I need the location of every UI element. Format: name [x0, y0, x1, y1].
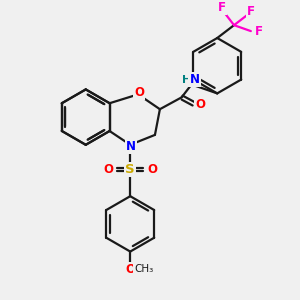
- Text: N: N: [126, 140, 136, 153]
- Text: O: O: [103, 163, 113, 176]
- Text: CH₃: CH₃: [134, 264, 154, 274]
- Text: F: F: [255, 25, 263, 38]
- Text: H: H: [182, 74, 191, 85]
- Text: S: S: [125, 163, 135, 176]
- Text: O: O: [147, 163, 157, 176]
- Text: O: O: [195, 98, 206, 111]
- Text: F: F: [218, 1, 226, 14]
- Text: O: O: [125, 263, 135, 276]
- Text: N: N: [190, 73, 200, 86]
- Text: F: F: [247, 5, 255, 18]
- Text: O: O: [134, 86, 144, 99]
